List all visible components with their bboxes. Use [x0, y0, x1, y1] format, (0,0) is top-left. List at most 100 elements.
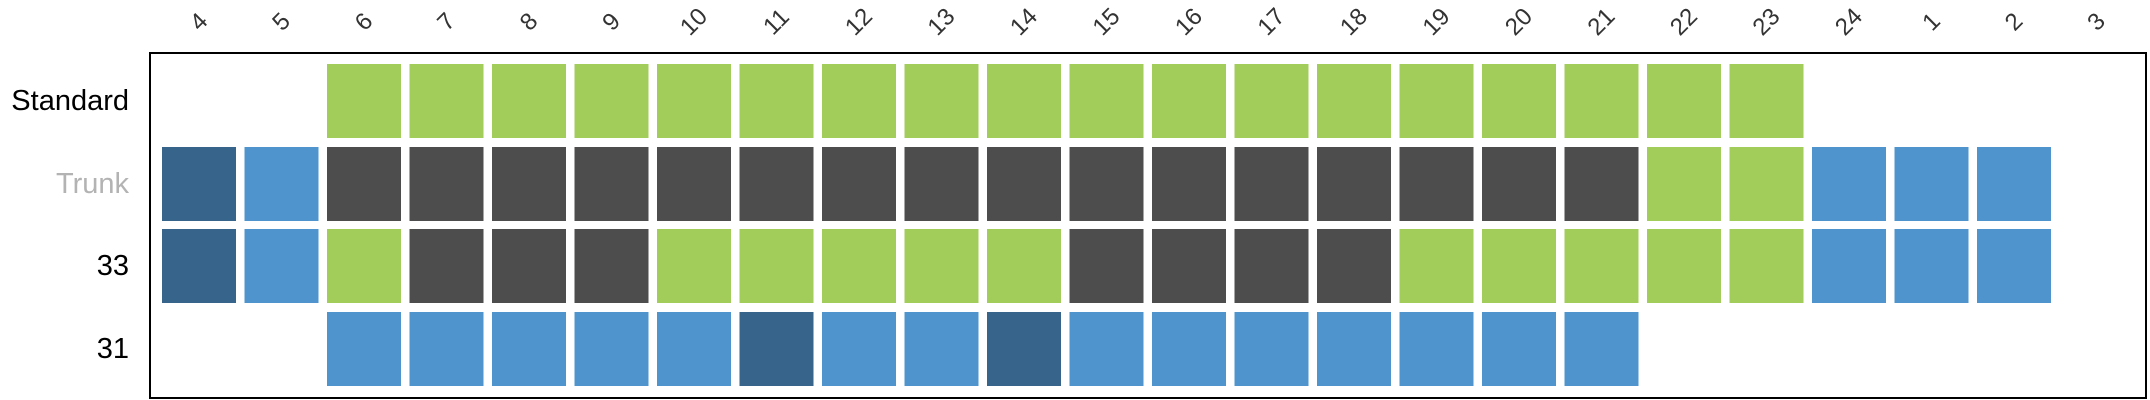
- heatmap-cell: [904, 312, 979, 386]
- heatmap-cell: [1894, 147, 1969, 221]
- column-label: 9: [597, 8, 626, 37]
- column-label: 6: [350, 8, 379, 37]
- heatmap-cell: [1069, 147, 1144, 221]
- heatmap-cell: [409, 229, 484, 303]
- heatmap-cell: [1399, 312, 1474, 386]
- column-label: 12: [840, 3, 878, 41]
- column-label: 8: [515, 8, 544, 37]
- heatmap-cell: [492, 147, 566, 221]
- column-label: 11: [758, 4, 795, 41]
- heatmap-cell: [162, 147, 236, 221]
- heatmap-cell: [1317, 312, 1391, 386]
- heatmap-cell: [1152, 147, 1226, 221]
- heatmap-cells: [162, 64, 2051, 386]
- heatmap-cell: [492, 312, 566, 386]
- column-label: 4: [185, 8, 214, 37]
- heatmap-cell: [1234, 64, 1309, 138]
- heatmap-cell: [904, 64, 979, 138]
- heatmap-cell: [822, 147, 896, 221]
- heatmap-cell: [1152, 64, 1226, 138]
- heatmap-cell: [327, 147, 401, 221]
- heatmap-cell: [1399, 147, 1474, 221]
- row-label: Standard: [11, 85, 129, 117]
- heatmap-cell: [244, 229, 319, 303]
- heatmap-cell: [1399, 64, 1474, 138]
- heatmap-cell: [1564, 64, 1639, 138]
- heatmap-cell: [904, 147, 979, 221]
- heatmap-cell: [1069, 229, 1144, 303]
- heatmap-cell: [409, 64, 484, 138]
- heatmap-cell: [657, 64, 731, 138]
- heatmap-cell: [657, 229, 731, 303]
- heatmap-cell: [244, 147, 319, 221]
- heatmap-cell: [739, 64, 814, 138]
- heatmap-cell: [409, 312, 484, 386]
- column-label: 17: [1253, 3, 1291, 41]
- heatmap-cell: [574, 229, 649, 303]
- column-label: 21: [1583, 3, 1621, 41]
- heatmap-cell: [1894, 229, 1969, 303]
- heatmap-cell: [904, 229, 979, 303]
- heatmap-cell: [1069, 312, 1144, 386]
- heatmap-cell: [1977, 147, 2051, 221]
- heatmap-cell: [1729, 64, 1804, 138]
- heatmap-cell: [1564, 147, 1639, 221]
- heatmap-cell: [1482, 147, 1556, 221]
- heatmap-cell: [1812, 229, 1886, 303]
- column-label: 16: [1170, 3, 1208, 41]
- heatmap-cell: [739, 312, 814, 386]
- heatmap-cell: [1564, 312, 1639, 386]
- heatmap-cell: [739, 147, 814, 221]
- heatmap-cell: [1482, 64, 1556, 138]
- column-label: 19: [1418, 3, 1456, 41]
- heatmap-cell: [1647, 147, 1721, 221]
- heatmap-cell: [574, 147, 649, 221]
- heatmap-cell: [1482, 229, 1556, 303]
- row-label: 33: [97, 250, 129, 282]
- heatmap-cell: [822, 312, 896, 386]
- row-label: Trunk: [56, 168, 130, 200]
- column-label: 20: [1500, 3, 1538, 41]
- heatmap-cell: [492, 64, 566, 138]
- heatmap-cell: [1647, 229, 1721, 303]
- heatmap-cell: [409, 147, 484, 221]
- heatmap-cell: [1399, 229, 1474, 303]
- column-labels: 4 5 6 7 8 9 10 11 12 13 14 15 16 17 18 19 20 21 22 23 24 1 2 3: [185, 3, 2111, 41]
- heatmap-cell: [987, 312, 1061, 386]
- heatmap-cell: [1812, 147, 1886, 221]
- column-label: 18: [1335, 3, 1373, 41]
- heatmap-cell: [1729, 147, 1804, 221]
- heatmap-cell: [327, 312, 401, 386]
- column-label: 14: [1005, 3, 1043, 41]
- heatmap-cell: [657, 147, 731, 221]
- heatmap-cell: [739, 229, 814, 303]
- column-label: 15: [1088, 3, 1126, 41]
- heatmap-cell: [1482, 312, 1556, 386]
- heatmap-cell: [1317, 64, 1391, 138]
- column-label: 24: [1830, 3, 1868, 41]
- heatmap-cell: [162, 229, 236, 303]
- column-label: 13: [923, 3, 961, 41]
- heatmap-cell: [987, 64, 1061, 138]
- heatmap-cell: [1977, 229, 2051, 303]
- heatmap-cell: [327, 64, 401, 138]
- heatmap-cell: [1317, 147, 1391, 221]
- heatmap-cell: [657, 312, 731, 386]
- heatmap-cell: [1317, 229, 1391, 303]
- column-label: 23: [1748, 3, 1786, 41]
- column-label: 1: [1917, 8, 1946, 37]
- column-label: 22: [1665, 3, 1703, 41]
- plot-frame: [149, 52, 2147, 399]
- column-label: 2: [2000, 8, 2029, 37]
- heatmap-cell: [1647, 64, 1721, 138]
- column-label: 5: [267, 8, 296, 37]
- heatmap-cell: [492, 229, 566, 303]
- heatmap-cell: [822, 64, 896, 138]
- heatmap-cell: [327, 229, 401, 303]
- heatmap-cell: [574, 312, 649, 386]
- heatmap-cell: [822, 229, 896, 303]
- row-labels: Standard Trunk 33 31: [11, 85, 129, 365]
- heatmap-cell: [1234, 147, 1309, 221]
- heatmap-cell: [1152, 312, 1226, 386]
